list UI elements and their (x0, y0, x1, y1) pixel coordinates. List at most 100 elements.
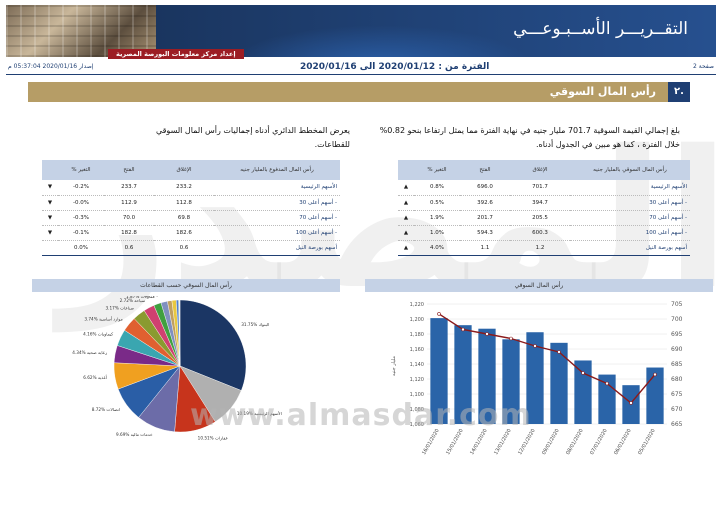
name-cell: أسهم بورصة النيل (214, 240, 340, 256)
col-name: رأس المال المدفوع بالمليار جنيه (214, 160, 340, 180)
name-cell: - أسهم أعلى 100 (570, 225, 690, 241)
org-label: إعداد مركز معلومات البورصة المصرية (108, 49, 244, 59)
pie-slice-label: اتصالات %8.72 (92, 407, 120, 412)
table-row: ▼ -0.0% 112.9 112.8- أسهم أعلى 30 (42, 195, 340, 211)
change-arrow-icon: ▲ (398, 240, 414, 256)
open-cell: 696.0 (460, 180, 510, 196)
change-arrow-icon: ▲ (398, 225, 414, 241)
change-cell: 4.0% (414, 240, 460, 256)
name-cell: - أسهم أعلى 30 (570, 195, 690, 211)
pie-slice (179, 299, 247, 391)
col-open: الفتح (104, 160, 154, 180)
pie-slice-label: سياحة %2.72 (120, 298, 146, 303)
close-cell: 182.6 (154, 225, 214, 241)
right-tick-label: 700 (671, 316, 683, 323)
open-cell: 0.6 (104, 240, 154, 256)
watermark-url: www.almasdar.com (190, 398, 532, 433)
paid-capital-table: % التغير الفتح الإغلاق رأس المال المدفوع… (42, 160, 340, 256)
page-number: صفحة 2 (693, 63, 714, 70)
market-cap-paragraph: بلغ إجمالي القيمة السوقية 701.7 مليار جن… (379, 126, 680, 149)
left-tick-label: 1,140 (410, 362, 424, 368)
close-cell: 701.7 (510, 180, 570, 196)
line-point (461, 327, 465, 332)
right-tick-label: 705 (671, 301, 683, 308)
open-cell: 70.0 (104, 210, 154, 226)
open-cell: 233.7 (104, 180, 154, 196)
right-tick-label: 665 (671, 421, 683, 428)
col-open: الفتح (460, 160, 510, 180)
line-point (485, 332, 489, 336)
close-cell: 600.3 (510, 225, 570, 241)
name-cell: - أسهم أعلى 30 (214, 195, 340, 211)
table-row: ▲ 1.9% 201.7 205.5- أسهم أعلى 70 (398, 210, 690, 226)
issue-date: إصدار 2020/01/16 05:37:04 م (8, 63, 94, 70)
table-row: 0.0% 0.6 0.6 أسهم بورصة النيل (42, 240, 340, 256)
exchange-photo (6, 5, 156, 57)
bar-chart-title: رأس المال السوقي (365, 279, 713, 292)
left-tick-label: 1,100 (410, 392, 424, 398)
change-arrow-icon: ▲ (398, 180, 414, 196)
line-point (533, 344, 537, 348)
exchange-photo-overlay (6, 5, 156, 57)
line-point (437, 312, 441, 316)
pie-slice-label: رعاية صحية %4.34 (72, 350, 107, 355)
change-arrow-icon: ▼ (42, 210, 58, 226)
table-row: ▼ -0.3% 70.0 69.8- أسهم أعلى 70 (42, 210, 340, 226)
open-cell: 201.7 (460, 210, 510, 226)
x-tick-label: 06/01/2020 (613, 428, 633, 456)
market-cap-bar-chart: 1,220 1,200 1,180 1,160 1,140 1,120 1,100 1,080… (391, 301, 683, 456)
change-cell: 1.9% (414, 210, 460, 226)
close-cell: 233.2 (154, 180, 214, 196)
table-row: ▼ -0.2% 233.7 233.2 الأسهم الرئيسية (42, 180, 340, 196)
right-tick-label: 670 (671, 406, 683, 413)
bar (430, 318, 448, 424)
right-tick-label: 680 (671, 376, 683, 383)
table-row: ▼ -0.1% 182.8 182.6- أسهم أعلى 100 (42, 225, 340, 241)
section-title: رأس المال السوقي (549, 85, 656, 98)
line-point (653, 372, 657, 377)
change-arrow-icon: ▼ (42, 180, 58, 196)
pie-slice-label: أغذية %6.62 (83, 374, 107, 380)
close-cell: 0.6 (154, 240, 214, 256)
y-axis-label: مليار جنيه (391, 356, 397, 376)
pie-slice-label: خدمات مالية %9.69 (116, 432, 153, 437)
pie-chart-title: رأس المال السوقي حسب القطاعات (32, 279, 340, 292)
left-tick-label: 1,060 (410, 422, 424, 428)
change-arrow-icon (42, 240, 58, 256)
name-cell: الأسهم الرئيسية (570, 180, 690, 196)
change-arrow-icon: ▲ (398, 210, 414, 226)
col-close: الإغلاق (510, 160, 570, 180)
bar (550, 342, 568, 424)
change-cell: 0.8% (414, 180, 460, 196)
open-cell: 392.6 (460, 195, 510, 211)
table-row: ▲ 4.0% 1.1 1.2 أسهم بورصة النيل (398, 240, 690, 256)
right-tick-label: 675 (671, 391, 683, 398)
x-tick-label: 09/01/2020 (541, 428, 561, 456)
change-arrow-icon: ▼ (42, 225, 58, 241)
name-cell: الأسهم الرئيسية (214, 180, 340, 196)
left-tick-label: 1,220 (410, 302, 424, 308)
right-tick-label: 690 (671, 346, 683, 353)
sector-paragraph: يعرض المخطط الدائري أدناه إجماليات رأس ا… (155, 126, 350, 149)
close-cell: 1.2 (510, 240, 570, 256)
header-divider (6, 74, 716, 75)
pie-slice-label: موارد أساسية %3.74 (84, 316, 122, 322)
report-title: التقــريـــر الأســبـوعـــي (513, 19, 688, 39)
line-point (605, 381, 609, 386)
section-number: ٢. (668, 82, 690, 102)
left-tick-label: 1,120 (410, 377, 424, 383)
change-arrow-icon: ▼ (42, 195, 58, 211)
market-cap-line (438, 313, 656, 404)
change-arrow-icon: ▲ (398, 195, 414, 211)
left-tick-label: 1,080 (410, 407, 424, 413)
bar (526, 332, 544, 424)
right-tick-label: 695 (671, 331, 683, 338)
banner-background (156, 5, 716, 57)
change-cell: -0.2% (58, 180, 104, 196)
line-point (557, 350, 561, 354)
pie-slice-label: البنوك %31.75 (241, 322, 269, 327)
x-tick-label: 07/01/2020 (589, 428, 609, 456)
left-tick-label: 1,160 (410, 347, 424, 353)
name-cell: - أسهم أعلى 70 (570, 210, 690, 226)
table-row: ▲ 0.8% 696.0 701.7 الأسهم الرئيسية (398, 180, 690, 196)
